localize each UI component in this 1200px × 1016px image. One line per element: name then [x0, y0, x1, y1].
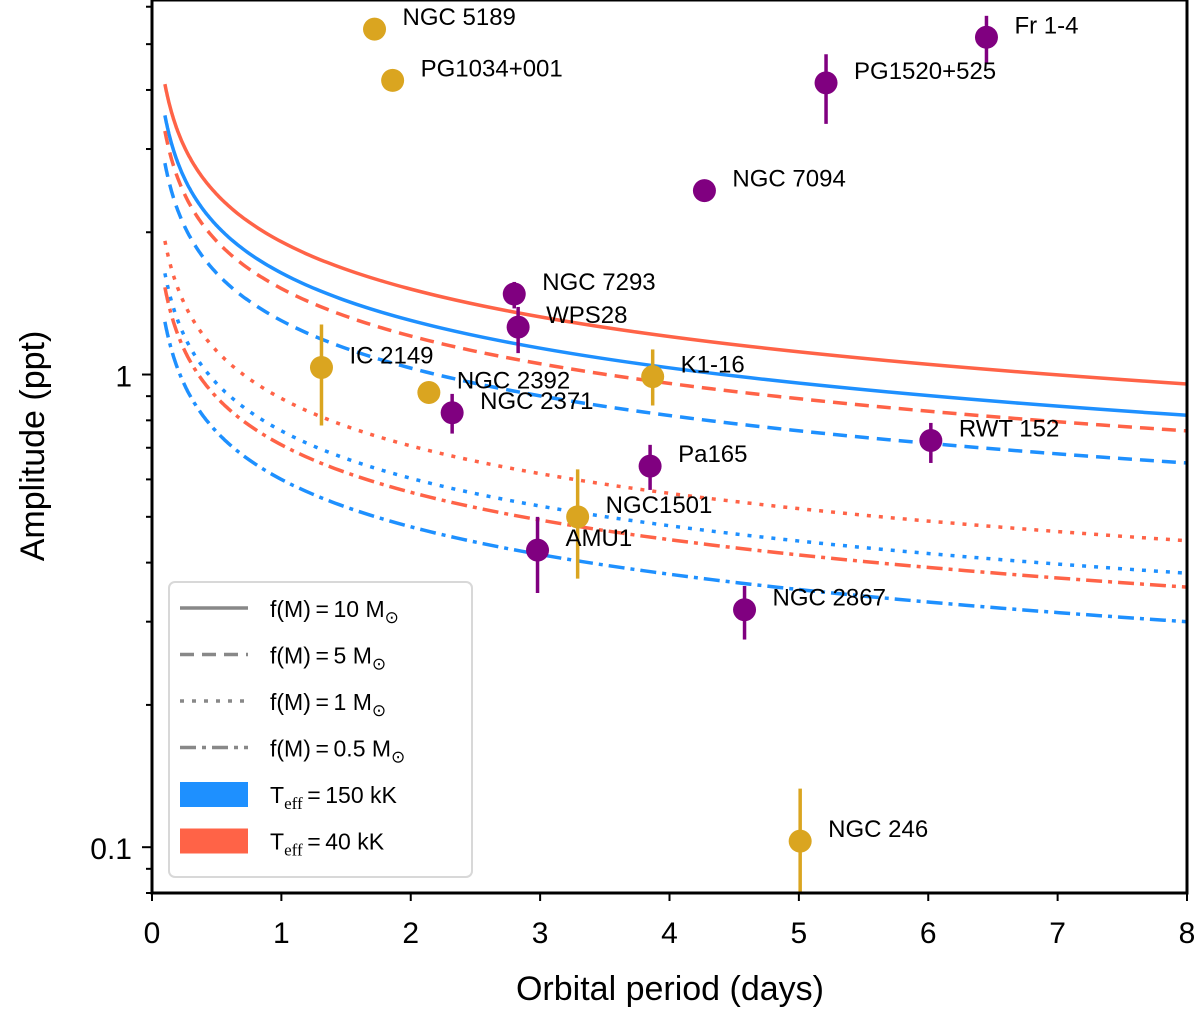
- x-tick-label: 3: [532, 917, 549, 950]
- point-marker[interactable]: [641, 365, 665, 389]
- point-label: RWT 152: [959, 416, 1060, 443]
- legend-sun-symbol: ⊙: [385, 608, 399, 627]
- data-point[interactable]: [363, 17, 387, 41]
- point-label: NGC 2371: [480, 388, 593, 415]
- legend-label-rest: = 40 kK: [303, 829, 385, 855]
- point-label: NGC1501: [606, 492, 713, 519]
- x-tick-label: 0: [144, 917, 161, 950]
- legend-entry: f(M) = 10 M⊙: [180, 596, 399, 627]
- legend-label: f(M) = 1 M⊙: [270, 689, 386, 720]
- y-tick-label: 1: [115, 361, 132, 394]
- data-point[interactable]: [733, 585, 757, 640]
- x-tick-label: 1: [273, 917, 290, 950]
- point-marker[interactable]: [692, 179, 716, 203]
- legend-entry: Teff = 150 kK: [180, 782, 398, 813]
- legend-sun-symbol: ⊙: [372, 655, 386, 674]
- data-point[interactable]: [417, 381, 441, 405]
- point-label: NGC 2392: [457, 368, 570, 395]
- legend-label: Teff = 40 kK: [270, 829, 385, 860]
- point-marker[interactable]: [506, 315, 530, 339]
- point-label: NGC 2867: [773, 585, 886, 612]
- point-marker[interactable]: [363, 17, 387, 41]
- point-label: WPS28: [546, 302, 627, 329]
- point-marker[interactable]: [919, 429, 943, 453]
- point-marker[interactable]: [814, 71, 838, 95]
- legend-label-rest: = 150 kK: [303, 782, 398, 808]
- data-point[interactable]: [566, 469, 590, 579]
- point-marker[interactable]: [526, 538, 550, 562]
- legend-label-subscript: eff: [284, 841, 303, 860]
- data-point[interactable]: [440, 393, 464, 434]
- data-points: [309, 15, 998, 893]
- data-point[interactable]: [309, 324, 333, 426]
- point-label: Pa165: [678, 441, 747, 468]
- x-tick-label: 8: [1179, 917, 1196, 950]
- axes: 0 1 2 3 4 5 6 7 8 0.1 1: [90, 0, 1195, 950]
- point-marker[interactable]: [638, 454, 662, 478]
- legend-label: f(M) = 10 M⊙: [270, 596, 399, 627]
- legend-label-main: T: [270, 829, 284, 855]
- legend-entry: f(M) = 5 M⊙: [180, 643, 386, 674]
- data-point[interactable]: [974, 15, 998, 64]
- legend-label-subscript: eff: [284, 794, 303, 813]
- x-tick-label: 7: [1049, 917, 1066, 950]
- legend-patch-hot_teff: [180, 782, 248, 807]
- point-marker[interactable]: [440, 401, 464, 425]
- legend-label-main: T: [270, 782, 284, 808]
- legend-entry: f(M) = 1 M⊙: [180, 689, 386, 720]
- y-axis-title: Amplitude (ppt): [14, 331, 52, 562]
- curve-dashed-40kK: [163, 130, 1187, 433]
- point-label: NGC 7293: [542, 269, 655, 296]
- curve-dashdot-40kK: [163, 286, 1187, 589]
- legend-label: Teff = 150 kK: [270, 782, 398, 813]
- point-marker[interactable]: [309, 355, 333, 379]
- data-point[interactable]: [788, 788, 812, 893]
- point-marker[interactable]: [974, 25, 998, 49]
- point-labels: NGC 5189 PG1034+001 Fr 1-4 PG1520+525 NGC 70…: [349, 4, 1078, 843]
- legend-label: f(M) = 0.5 M⊙: [270, 736, 405, 767]
- legend-entry: Teff = 40 kK: [180, 828, 385, 860]
- curve-dashdot-150kK: [163, 321, 1187, 624]
- point-label: PG1520+525: [854, 58, 996, 85]
- model-curves: [163, 83, 1187, 624]
- point-label: NGC 5189: [403, 4, 516, 31]
- point-marker[interactable]: [788, 829, 812, 853]
- x-tick-label: 4: [661, 917, 678, 950]
- data-point[interactable]: [692, 179, 716, 203]
- point-label: NGC 7094: [732, 166, 845, 193]
- legend-label: f(M) = 5 M⊙: [270, 643, 386, 674]
- data-point[interactable]: [814, 54, 838, 124]
- data-point[interactable]: [381, 68, 405, 92]
- data-point[interactable]: [641, 349, 665, 406]
- data-point[interactable]: [502, 281, 526, 309]
- x-tick-label: 2: [402, 917, 419, 950]
- legend-entry: f(M) = 0.5 M⊙: [180, 736, 405, 767]
- curve-dashed-150kK: [163, 162, 1187, 465]
- data-point[interactable]: [638, 444, 662, 490]
- point-label: Fr 1-4: [1014, 12, 1078, 39]
- point-marker[interactable]: [733, 598, 757, 622]
- data-point[interactable]: [506, 306, 530, 354]
- point-marker[interactable]: [502, 282, 526, 306]
- data-point[interactable]: [526, 516, 550, 593]
- legend-sun-symbol: ⊙: [391, 748, 405, 767]
- legend-sun-symbol: ⊙: [372, 701, 386, 720]
- data-point[interactable]: [919, 422, 943, 463]
- point-label: AMU1: [566, 525, 633, 552]
- x-tick-label: 5: [791, 917, 808, 950]
- point-label: PG1034+001: [421, 55, 563, 82]
- point-marker[interactable]: [566, 505, 590, 529]
- curve-solid-40kK: [163, 83, 1187, 386]
- y-tick-label: 0.1: [90, 833, 132, 866]
- point-label: NGC 246: [828, 816, 928, 843]
- point-label: K1-16: [681, 352, 745, 379]
- legend: f(M) = 10 M⊙ f(M) = 5 M⊙ f(M) = 1 M⊙ f(M) =…: [168, 581, 473, 878]
- x-axis-title: Orbital period (days): [516, 970, 824, 1008]
- point-label: IC 2149: [349, 342, 433, 369]
- point-marker[interactable]: [381, 68, 405, 92]
- x-tick-label: 6: [920, 917, 937, 950]
- legend-patch-cool_teff: [180, 828, 248, 854]
- point-marker[interactable]: [417, 381, 441, 405]
